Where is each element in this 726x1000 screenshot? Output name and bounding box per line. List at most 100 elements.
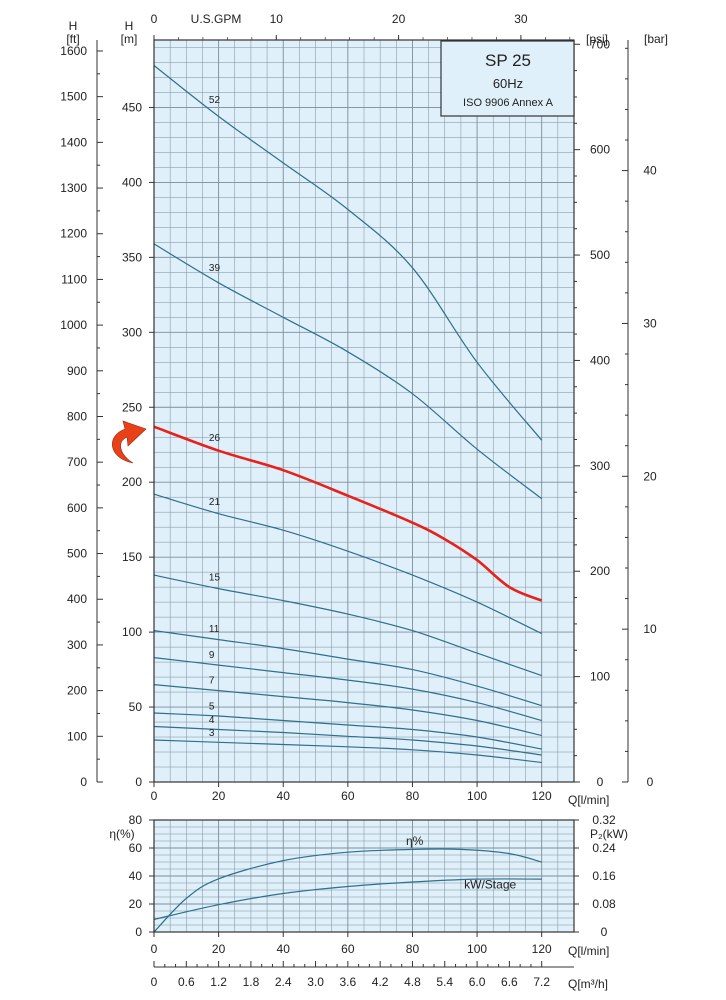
psi-tick-label: 500 — [590, 248, 610, 262]
gpm-tick-label: 20 — [392, 12, 406, 26]
head-curve-3 — [153, 739, 542, 764]
x-tick-label: 100 — [467, 942, 487, 956]
m3h-tick-label: 3.6 — [340, 975, 357, 989]
ft-tick-label: 600 — [67, 501, 87, 515]
y-left-ft-unit: [ft] — [66, 32, 79, 46]
m3h-tick-label: 3.0 — [307, 975, 324, 989]
head-curve-21 — [153, 493, 542, 635]
eta-tick-label: 0 — [135, 925, 142, 939]
ft-tick-label: 1600 — [60, 44, 87, 58]
gpm-tick-label: 10 — [270, 12, 284, 26]
stage-label-9: 9 — [209, 650, 215, 661]
ft-tick-label: 1000 — [60, 318, 87, 332]
head-curve-39 — [153, 243, 543, 500]
eta-tick-label: 20 — [129, 897, 143, 911]
stage-label-7: 7 — [209, 676, 215, 687]
ft-tick-label: 1400 — [60, 135, 87, 149]
head-curve-5 — [153, 712, 542, 750]
p2-tick-label: 0.16 — [592, 869, 616, 883]
m3h-tick-label: 1.8 — [243, 975, 260, 989]
m-tick-label: 250 — [122, 400, 142, 414]
head-curve-7 — [153, 684, 542, 737]
m3h-tick-label: 4.2 — [372, 975, 389, 989]
ft-tick-label: 1200 — [60, 227, 87, 241]
head-curve-9 — [153, 657, 542, 722]
m-tick-label: 400 — [122, 175, 142, 189]
psi-tick-label: 200 — [590, 564, 610, 578]
y-left-eta-label: η(%) — [109, 827, 134, 841]
gpm-tick-label: 0 — [151, 12, 158, 26]
stage-label-5: 5 — [209, 702, 215, 713]
stage-label-21: 21 — [209, 497, 221, 508]
y-right-bar-unit: [bar] — [644, 32, 668, 46]
x-tick-label: 80 — [406, 789, 420, 803]
chart-title: SP 25 — [485, 51, 531, 70]
ft-tick-label: 1500 — [60, 90, 87, 104]
bar-tick-label: 40 — [643, 164, 657, 178]
stage-label-3: 3 — [209, 728, 215, 739]
x-tick-label: 120 — [532, 942, 552, 956]
psi-tick-label: 600 — [590, 143, 610, 157]
bar-tick-label: 0 — [647, 775, 654, 789]
stage-label-39: 39 — [209, 263, 221, 274]
p2-tick-label: 0.32 — [592, 813, 616, 827]
ft-tick-label: 700 — [67, 455, 87, 469]
m3h-tick-label: 0.6 — [178, 975, 195, 989]
x-bottom-label: Q[m³/h] — [568, 977, 608, 991]
head-curve-52 — [153, 65, 543, 441]
stage-label-11: 11 — [209, 624, 220, 635]
y-right-p2-label: P₂(kW) — [590, 827, 628, 841]
m-tick-label: 450 — [122, 100, 142, 114]
ft-tick-label: 900 — [67, 364, 87, 378]
m3h-tick-label: 2.4 — [275, 975, 292, 989]
x-top-label: U.S.GPM — [191, 12, 242, 26]
bar-tick-label: 30 — [643, 316, 657, 330]
m-tick-label: 50 — [129, 700, 143, 714]
chart-subtitle: 60Hz — [493, 76, 523, 91]
m3h-tick-label: 6.6 — [501, 975, 518, 989]
gpm-tick-label: 30 — [514, 12, 528, 26]
eta-tick-label: 60 — [129, 841, 143, 855]
bar-tick-label: 20 — [643, 469, 657, 483]
y-left-m-unit: [m] — [121, 32, 138, 46]
head-curve-4 — [153, 725, 542, 756]
efficiency-power-curves: η% kW/Stage — [153, 834, 542, 933]
x-tick-label: 60 — [341, 789, 355, 803]
x-tick-label: 40 — [277, 942, 291, 956]
head-curve-11 — [153, 630, 542, 707]
head-curve-15 — [153, 574, 542, 677]
eta-tick-label: 80 — [129, 813, 143, 827]
x-tick-label: 80 — [406, 942, 420, 956]
m3h-tick-label: 6.0 — [469, 975, 486, 989]
bar-tick-label: 10 — [643, 622, 657, 636]
x-tick-label: 40 — [277, 789, 291, 803]
stage-label-4: 4 — [209, 715, 215, 726]
upper-plot-border — [153, 39, 575, 783]
stage-label-26: 26 — [209, 433, 221, 444]
y-left-ft-label: H — [69, 19, 78, 33]
power-curve-label: kW/Stage — [464, 877, 516, 891]
m3h-tick-label: 1.2 — [210, 975, 227, 989]
x-tick-label: 100 — [467, 789, 487, 803]
ft-tick-label: 100 — [67, 729, 87, 743]
stage-label-52: 52 — [209, 95, 221, 106]
psi-tick-label: 300 — [590, 459, 610, 473]
ft-tick-label: 300 — [67, 638, 87, 652]
ft-tick-label: 400 — [67, 592, 87, 606]
ft-tick-label: 500 — [67, 547, 87, 561]
p2-tick-label: 0 — [601, 925, 608, 939]
head-curves: 52 39 26 21 15 11 9 7 5 4 3 — [153, 65, 543, 764]
x-tick-label: 120 — [532, 789, 552, 803]
x-axis-label-upper: Q[l/min] — [568, 793, 609, 807]
p2-tick-label: 0.08 — [592, 897, 616, 911]
efficiency-curve-label: η% — [406, 834, 424, 848]
upper-axes: 0 20 40 60 80 100 1200 10 20 30050100150200250300… — [60, 12, 657, 803]
m-tick-label: 100 — [122, 625, 142, 639]
m3h-tick-label: 0 — [151, 975, 158, 989]
x-tick-label: 20 — [212, 942, 226, 956]
x-tick-label: 0 — [151, 789, 158, 803]
ft-tick-label: 0 — [80, 775, 87, 789]
x-tick-label: 20 — [212, 789, 226, 803]
p2-tick-label: 0.24 — [592, 841, 616, 855]
